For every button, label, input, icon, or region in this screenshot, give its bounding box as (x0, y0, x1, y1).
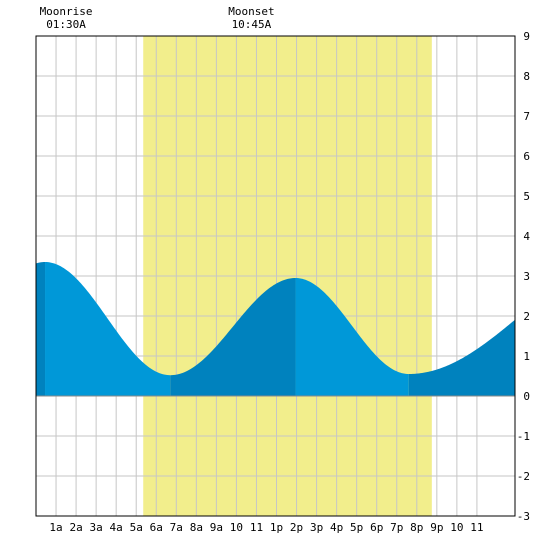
y-tick-label-3: 3 (523, 270, 530, 283)
y-tick-label-1: 1 (523, 350, 530, 363)
y-tick-label-4: 4 (523, 230, 530, 243)
tide-area-segment-5 (408, 319, 515, 396)
x-tick-label-8a: 8a (190, 521, 203, 534)
x-tick-label-1p: 1p (270, 521, 283, 534)
x-tick-label-7a: 7a (170, 521, 183, 534)
tide-area-segment-1 (36, 262, 46, 396)
x-tick-label-6a: 6a (150, 521, 163, 534)
x-tick-label-11: 11 (470, 521, 483, 534)
x-tick-label-10: 10 (450, 521, 463, 534)
moonrise-label: Moonrise (40, 5, 93, 18)
y-tick-label-8: 8 (523, 70, 530, 83)
x-tick-label-6p: 6p (370, 521, 383, 534)
tide-area-segment-4 (295, 278, 409, 396)
x-tick-label-3p: 3p (310, 521, 323, 534)
moonset-time: 10:45A (232, 18, 272, 31)
x-tick-label-4a: 4a (110, 521, 123, 534)
x-tick-label-4p: 4p (330, 521, 343, 534)
moonrise-time: 01:30A (46, 18, 86, 31)
x-tick-label-8p: 8p (410, 521, 423, 534)
tide-area-layer (36, 262, 515, 396)
x-tick-label-5a: 5a (130, 521, 143, 534)
y-tick-label-0: 0 (523, 390, 530, 403)
x-tick-label-2a: 2a (69, 521, 82, 534)
x-tick-label-3a: 3a (90, 521, 103, 534)
tide-area-segment-2 (45, 262, 171, 396)
x-tick-label-2p: 2p (290, 521, 303, 534)
x-tick-labels: 1a 2a 3a 4a 5a 6a 7a 8a 9a 10 11 1p 2p 3p 4p 5p 6p 7p 8p 9p… (49, 521, 483, 534)
y-tick-label-5: 5 (523, 190, 530, 203)
plot-frame (35, 35, 516, 517)
x-tick-label-10: 10 (230, 521, 243, 534)
y-tick-labels: 9 8 7 6 5 4 3 2 1 0 -1 -2 -3 (517, 30, 531, 523)
y-tick-label-9: 9 (523, 30, 530, 43)
moonset-label: Moonset (228, 5, 274, 18)
y-tick-label--3: -3 (517, 510, 530, 523)
tide-area-segment-3 (170, 278, 296, 396)
y-tick-label-6: 6 (523, 150, 530, 163)
x-tick-label-11: 11 (250, 521, 263, 534)
y-tick-label-2: 2 (523, 310, 530, 323)
x-tick-label-1a: 1a (49, 521, 62, 534)
x-tick-label-5p: 5p (350, 521, 363, 534)
x-tick-label-9a: 9a (210, 521, 223, 534)
x-tick-label-7p: 7p (390, 521, 403, 534)
y-tick-label--1: -1 (517, 430, 530, 443)
x-tick-label-9p: 9p (430, 521, 443, 534)
y-tick-label--2: -2 (517, 470, 530, 483)
y-tick-label-7: 7 (523, 110, 530, 123)
